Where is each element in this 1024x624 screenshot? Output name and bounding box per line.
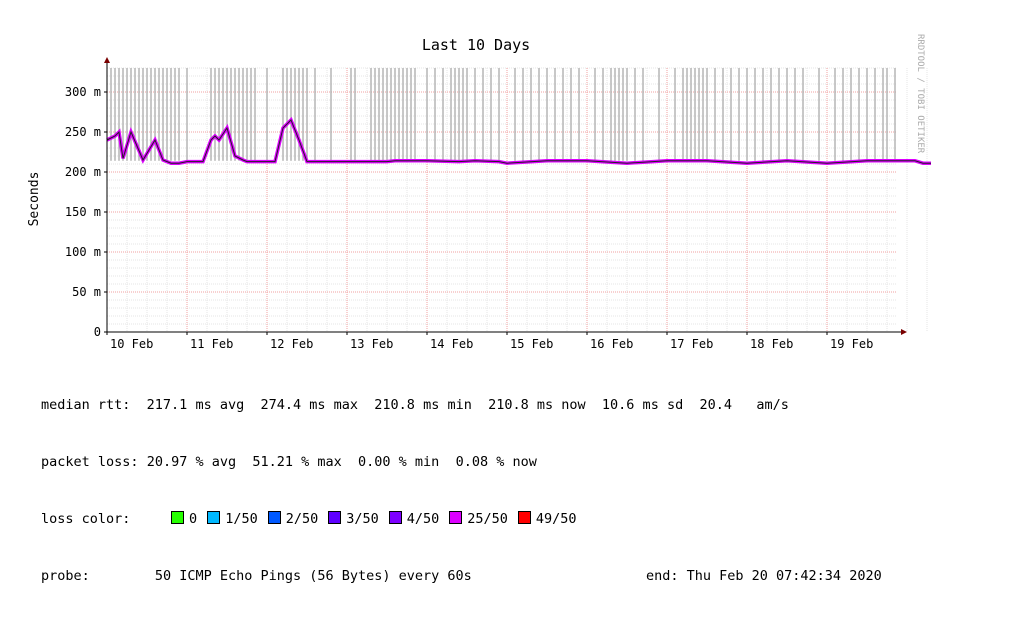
y-tick-label: 50 m bbox=[72, 285, 101, 299]
chart-title: Last 10 Days bbox=[422, 36, 530, 54]
x-tick-label: 11 Feb bbox=[190, 337, 233, 351]
packet-loss-avg: 20.97 % avg bbox=[146, 454, 237, 470]
median-rtt-row: median rtt: 217.1 ms avg 274.4 ms max 21… bbox=[41, 396, 931, 415]
loss-color-item-label: 2/50 bbox=[285, 511, 319, 527]
y-tick-label: 200 m bbox=[65, 165, 101, 179]
smokeping-chart: 0 50 m 100 m 150 m 200 m 250 m 300 m 10 Feb 11 F… bbox=[27, 34, 931, 584]
loss-color-item: 3/50 bbox=[328, 510, 379, 529]
median-rtt-max: 274.4 ms max bbox=[260, 397, 359, 413]
median-rtt-avg: 217.1 ms avg bbox=[146, 397, 245, 413]
median-rtt-ams-unit: am/s bbox=[756, 397, 789, 413]
loss-color-item-label: 0 bbox=[189, 511, 198, 527]
axis-layer: 0 50 m 100 m 150 m 200 m 250 m 300 m 10 Feb 11 F… bbox=[65, 57, 907, 351]
loss-color-swatch bbox=[388, 511, 402, 524]
x-axis-arrow bbox=[901, 329, 907, 335]
packet-loss-label: packet loss: bbox=[41, 454, 139, 470]
x-tick-label: 16 Feb bbox=[590, 337, 633, 351]
loss-color-item-label: 4/50 bbox=[406, 511, 440, 527]
loss-color-item: 1/50 bbox=[207, 510, 258, 529]
x-tick-label: 14 Feb bbox=[430, 337, 473, 351]
chart-svg: 0 50 m 100 m 150 m 200 m 250 m 300 m 10 Feb 11 F… bbox=[27, 34, 931, 351]
packet-loss-row: packet loss: 20.97 % avg 51.21 % max 0.0… bbox=[41, 453, 931, 472]
x-tick-label: 19 Feb bbox=[830, 337, 873, 351]
y-tick-label: 150 m bbox=[65, 205, 101, 219]
y-axis-arrow bbox=[104, 57, 110, 63]
loss-color-item-label: 1/50 bbox=[225, 511, 258, 527]
loss-color-swatch bbox=[517, 511, 531, 524]
median-rtt-line-dark bbox=[106, 119, 931, 164]
loss-color-item-label: 3/50 bbox=[346, 511, 379, 527]
loss-color-item: 25/50 bbox=[449, 510, 508, 529]
loss-color-swatch bbox=[449, 511, 463, 524]
y-tick-label: 0 bbox=[94, 325, 101, 339]
x-tick-label: 12 Feb bbox=[270, 337, 313, 351]
loss-color-item: 2/50 bbox=[267, 510, 319, 529]
packet-loss-max: 51.21 % max bbox=[252, 454, 342, 470]
probe-value: 50 ICMP Echo Pings (56 Bytes) every 60s bbox=[154, 568, 472, 584]
y-axis-label: Seconds bbox=[27, 172, 42, 227]
median-rtt-label: median rtt: bbox=[41, 397, 131, 413]
median-rtt-now: 210.8 ms now bbox=[488, 397, 586, 413]
grid-layer bbox=[107, 67, 928, 332]
y-tick-label: 300 m bbox=[65, 85, 101, 99]
loss-color-swatch bbox=[171, 511, 185, 524]
end-time: end: Thu Feb 20 07:42:34 2020 bbox=[646, 568, 882, 584]
loss-color-items: 0 1/50 2/50 3/50 4/50 25/50 49/50 bbox=[171, 511, 586, 527]
loss-color-swatch bbox=[267, 511, 281, 524]
rrdtool-watermark: RRDTOOL / TOBI OETIKER bbox=[915, 34, 925, 154]
y-tick-label: 250 m bbox=[65, 125, 101, 139]
line-layer bbox=[106, 116, 931, 165]
packet-loss-min: 0.00 % min bbox=[358, 454, 440, 470]
x-tick-label: 13 Feb bbox=[350, 337, 393, 351]
packet-loss-now: 0.08 % now bbox=[455, 454, 537, 470]
loss-color-item-label: 25/50 bbox=[467, 511, 508, 527]
loss-color-label: loss color: bbox=[41, 511, 131, 527]
x-tick-label: 18 Feb bbox=[750, 337, 793, 351]
median-rtt-sd: 10.6 ms sd bbox=[601, 397, 684, 413]
loss-color-item: 4/50 bbox=[388, 510, 440, 529]
loss-color-item-label: 49/50 bbox=[535, 511, 577, 527]
x-tick-label: 10 Feb bbox=[110, 337, 153, 351]
median-rtt-ams: 20.4 bbox=[699, 397, 732, 413]
loss-color-row: loss color: 0 1/50 2/50 3/50 4/50 25/50 49/50 bbox=[41, 510, 931, 529]
probe-row: probe: 50 ICMP Echo Pings (56 Bytes) eve… bbox=[41, 567, 931, 586]
loss-color-swatch bbox=[328, 511, 342, 524]
x-tick-label: 15 Feb bbox=[510, 337, 553, 351]
y-tick-label: 100 m bbox=[65, 245, 101, 259]
probe-label: probe: bbox=[41, 568, 90, 584]
loss-color-swatch bbox=[207, 511, 221, 524]
loss-color-item: 0 bbox=[171, 510, 197, 529]
legend-block: median rtt: 217.1 ms avg 274.4 ms max 21… bbox=[41, 358, 931, 624]
x-tick-label: 17 Feb bbox=[670, 337, 713, 351]
median-rtt-min: 210.8 ms min bbox=[374, 397, 472, 413]
spike-layer bbox=[110, 68, 896, 161]
loss-color-item: 49/50 bbox=[517, 510, 577, 529]
